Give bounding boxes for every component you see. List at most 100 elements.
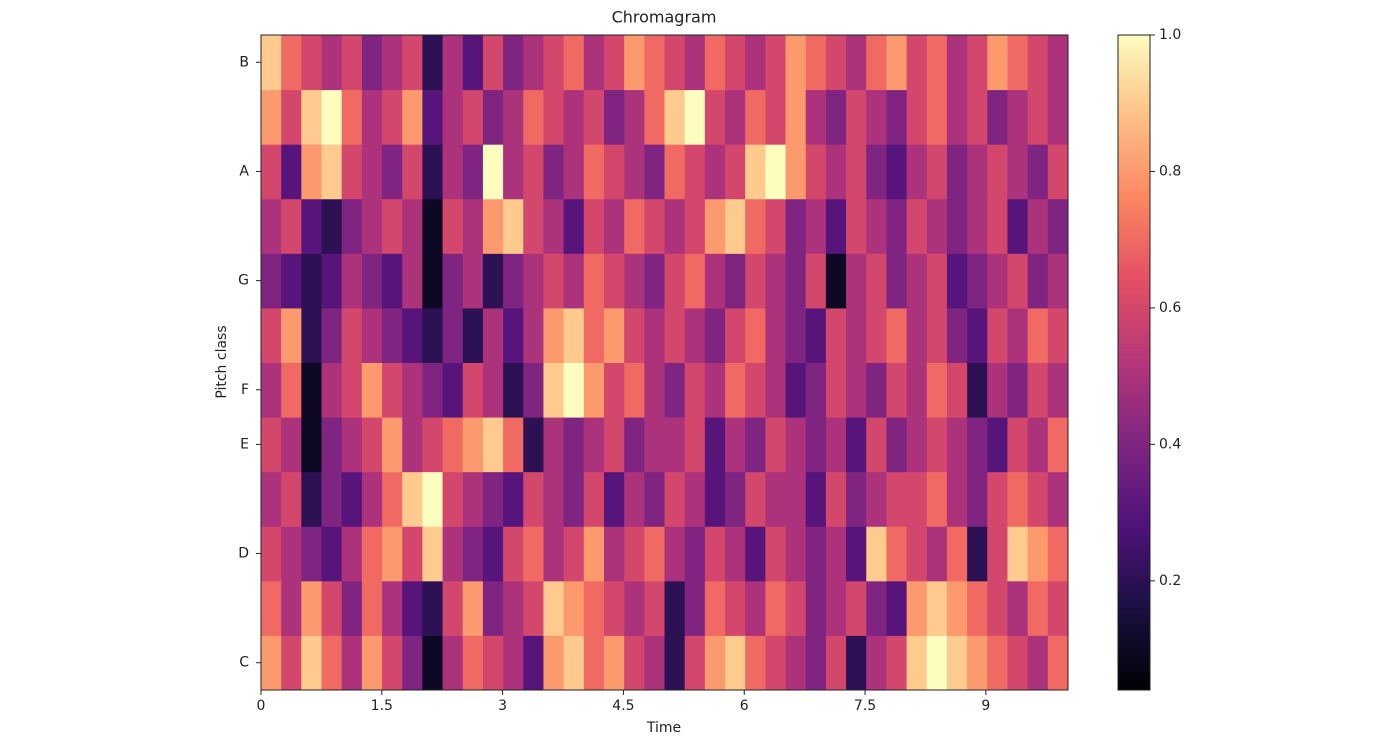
heatmap-cell <box>745 635 766 691</box>
heatmap-cell <box>725 526 746 582</box>
heatmap-cell <box>684 144 706 200</box>
heatmap-cell <box>321 417 343 473</box>
heatmap-cell <box>1007 362 1029 418</box>
heatmap-cell <box>442 253 464 309</box>
heatmap-cell <box>664 307 686 363</box>
heatmap-cell <box>341 307 363 363</box>
heatmap-cell <box>684 198 706 254</box>
heatmap-cell <box>946 635 968 691</box>
heatmap-cell <box>281 362 302 418</box>
heatmap-cell <box>926 471 948 527</box>
heatmap-cell <box>704 253 726 309</box>
heatmap-cell <box>462 35 484 91</box>
heatmap-cell <box>382 89 403 145</box>
heatmap-cell <box>603 35 625 91</box>
heatmap-cell <box>563 307 585 363</box>
heatmap-cell <box>725 144 746 200</box>
heatmap-cell <box>906 362 928 418</box>
heatmap-cell <box>543 635 565 691</box>
heatmap-cell <box>543 471 565 527</box>
heatmap-cell <box>503 362 524 418</box>
heatmap-cell <box>422 417 444 473</box>
heatmap-cell <box>664 635 686 691</box>
heatmap-cell <box>382 144 403 200</box>
heatmap-cell <box>765 89 787 145</box>
heatmap-cell <box>442 89 464 145</box>
heatmap-cell <box>543 253 565 309</box>
heatmap-cell <box>967 307 988 363</box>
heatmap-cell <box>462 198 484 254</box>
heatmap-cell <box>1027 580 1049 636</box>
heatmap-cell <box>664 526 686 582</box>
heatmap-cell <box>624 35 645 91</box>
heatmap-cell <box>644 471 665 527</box>
heatmap-cell <box>886 471 908 527</box>
heatmap-cell <box>664 89 686 145</box>
heatmap-cell <box>402 526 423 582</box>
heatmap-cell <box>442 35 464 91</box>
heatmap-cell <box>684 580 706 636</box>
heatmap-cell <box>543 198 565 254</box>
heatmap-cell <box>765 198 787 254</box>
heatmap-cell <box>603 89 625 145</box>
heatmap-cell <box>1007 417 1029 473</box>
heatmap-cell <box>442 307 464 363</box>
heatmap-cell <box>704 35 726 91</box>
heatmap-cell <box>866 526 887 582</box>
heatmap-cell <box>765 253 787 309</box>
heatmap-cell <box>321 635 343 691</box>
y-axis-label: Pitch class <box>214 325 230 398</box>
colorbar-tick-label: 0.8 <box>1159 163 1181 179</box>
heatmap-cell <box>785 526 807 582</box>
heatmap-cell <box>442 635 464 691</box>
heatmap-cell <box>785 580 807 636</box>
heatmap-cell <box>725 307 746 363</box>
heatmap-cell <box>523 635 544 691</box>
heatmap-cell <box>341 253 363 309</box>
heatmap-cell <box>361 635 383 691</box>
heatmap-cell <box>846 526 867 582</box>
heatmap-cell <box>503 253 524 309</box>
heatmap-cell <box>725 471 746 527</box>
heatmap-cell <box>846 89 867 145</box>
heatmap-cell <box>886 580 908 636</box>
heatmap-cell <box>684 253 706 309</box>
x-tick-label: 1.5 <box>371 698 393 714</box>
heatmap-cell <box>866 89 887 145</box>
heatmap-cell <box>482 635 504 691</box>
heatmap-cell <box>825 362 847 418</box>
heatmap-cell <box>725 362 746 418</box>
heatmap-cell <box>341 471 363 527</box>
heatmap-cell <box>583 417 605 473</box>
heatmap-cell <box>341 144 363 200</box>
heatmap-cell <box>785 253 807 309</box>
heatmap-cell <box>382 526 403 582</box>
heatmap-cell <box>261 198 282 254</box>
heatmap-cell <box>321 580 343 636</box>
heatmap-cell <box>603 635 625 691</box>
heatmap-cell <box>361 526 383 582</box>
heatmap-cell <box>462 635 484 691</box>
heatmap-cell <box>503 417 524 473</box>
heatmap-cell <box>785 198 807 254</box>
heatmap-cell <box>281 526 302 582</box>
heatmap-cell <box>1047 526 1069 582</box>
heatmap-cell <box>866 198 887 254</box>
heatmap-cell <box>725 580 746 636</box>
heatmap-cell <box>1047 471 1069 527</box>
heatmap-cell <box>321 144 343 200</box>
x-tick-label: 4.5 <box>612 698 634 714</box>
heatmap-cell <box>563 526 585 582</box>
heatmap-cell <box>825 35 847 91</box>
heatmap-cell <box>382 471 403 527</box>
heatmap-cell <box>603 198 625 254</box>
heatmap-cell <box>422 526 444 582</box>
heatmap-cell <box>825 253 847 309</box>
heatmap-cell <box>482 35 504 91</box>
heatmap-cell <box>563 471 585 527</box>
heatmap-cell <box>261 307 282 363</box>
heatmap-cell <box>301 417 323 473</box>
heatmap-cell <box>825 635 847 691</box>
heatmap-cell <box>644 198 665 254</box>
heatmap-cell <box>1027 471 1049 527</box>
